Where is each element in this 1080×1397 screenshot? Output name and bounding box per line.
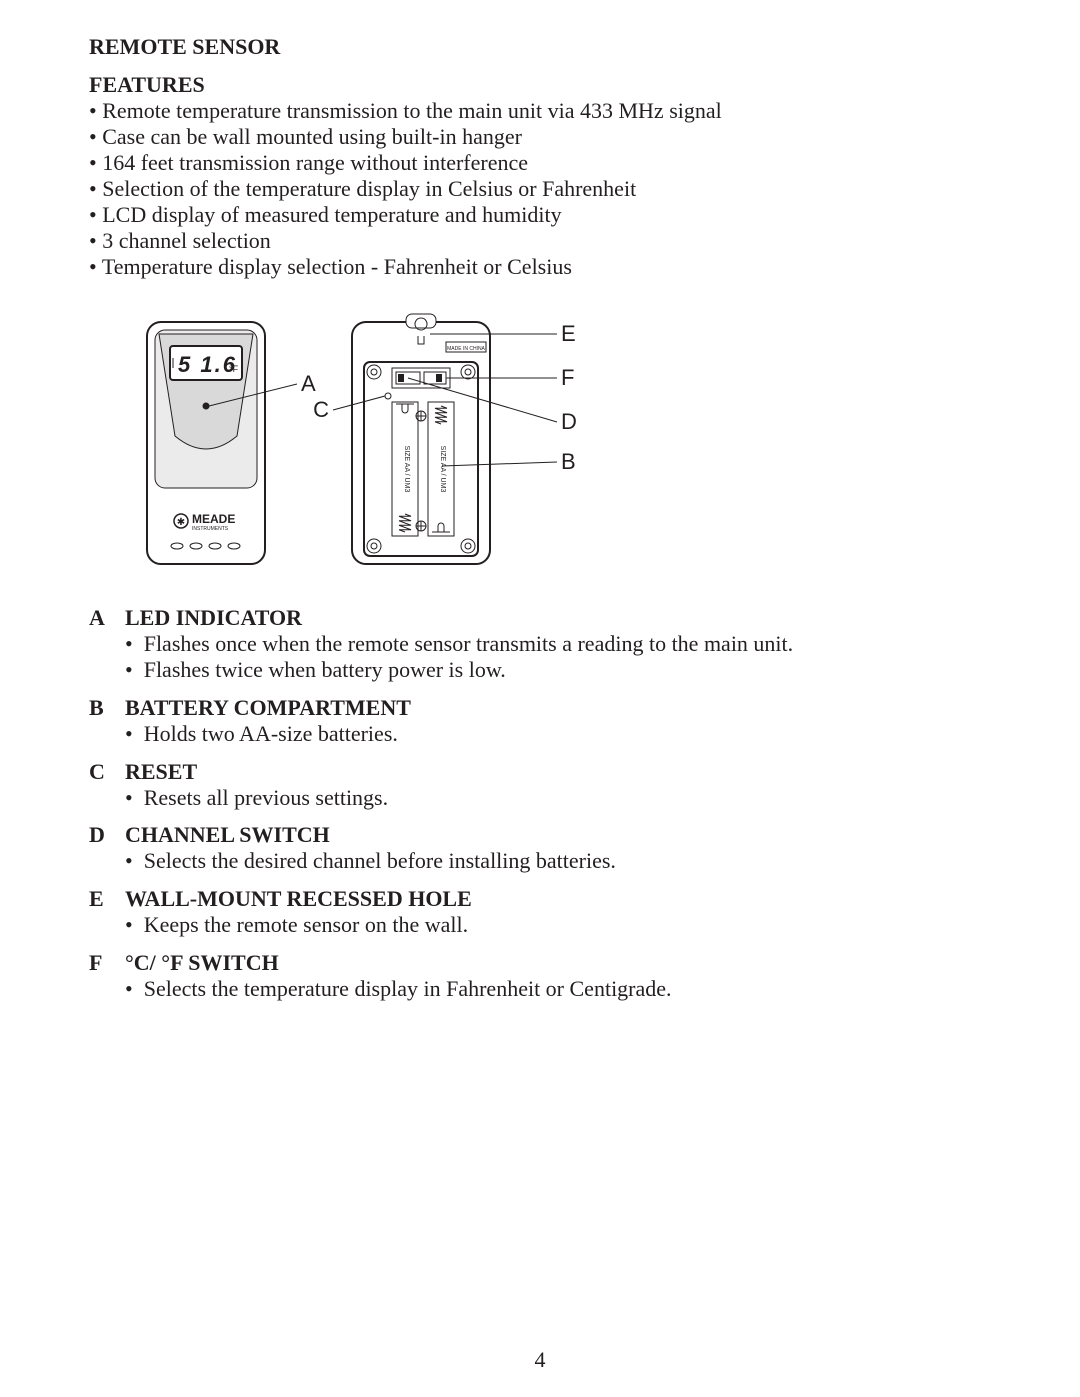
svg-text:E: E [561,321,576,346]
section-heading: D CHANNEL SWITCH [89,822,991,848]
svg-text:F: F [561,365,574,390]
list-item: • 164 feet transmission range without in… [89,150,991,176]
page-content: REMOTE SENSOR FEATURES • Remote temperat… [89,34,991,1002]
svg-text:MEADE: MEADE [192,512,235,526]
svg-text:D: D [561,409,577,434]
section-body: • Keeps the remote sensor on the wall. [125,912,991,938]
list-item: • Selects the temperature display in Fah… [125,976,991,1002]
section-title: RESET [125,759,197,785]
section-title: BATTERY COMPARTMENT [125,695,411,721]
section-letter: C [89,759,125,785]
svg-text:MADE IN CHINA: MADE IN CHINA [447,346,485,352]
section-heading: B BATTERY COMPARTMENT [89,695,991,721]
section-title: CHANNEL SWITCH [125,822,330,848]
section-letter: F [89,950,125,976]
svg-text:INSTRUMENTS: INSTRUMENTS [192,526,229,532]
section-body: • Selects the temperature display in Fah… [125,976,991,1002]
section-body: • Flashes once when the remote sensor tr… [125,631,991,683]
svg-text:°F: °F [229,364,239,374]
section-body: • Resets all previous settings. [125,785,991,811]
section-body: • Holds two AA-size batteries. [125,721,991,747]
svg-text:SIZE AA / UM3: SIZE AA / UM3 [439,445,446,492]
features-heading: FEATURES [89,72,991,98]
svg-text:B: B [561,449,576,474]
list-item: • 3 channel selection [89,228,991,254]
list-item: • Temperature display selection - Fahren… [89,254,991,280]
list-item: • Selection of the temperature display i… [89,176,991,202]
section-letter: A [89,605,125,631]
page-number: 4 [0,1347,1080,1373]
sensor-diagram: 5 1.6°F✱MEADEINSTRUMENTSMADE IN CHINASIZ… [137,306,991,579]
sections: A LED INDICATOR • Flashes once when the … [89,605,991,1003]
section-E: E WALL-MOUNT RECESSED HOLE • Keeps the r… [89,886,991,938]
list-item: • Keeps the remote sensor on the wall. [125,912,991,938]
section-letter: D [89,822,125,848]
svg-text:✱: ✱ [177,517,185,528]
section-D: D CHANNEL SWITCH • Selects the desired c… [89,822,991,874]
list-item: • Flashes twice when battery power is lo… [125,657,991,683]
list-item: • LCD display of measured temperature an… [89,202,991,228]
diagram-svg: 5 1.6°F✱MEADEINSTRUMENTSMADE IN CHINASIZ… [137,306,607,574]
section-body: • Selects the desired channel before ins… [125,848,991,874]
section-B: B BATTERY COMPARTMENT • Holds two AA-siz… [89,695,991,747]
page-title: REMOTE SENSOR [89,34,991,60]
section-title: WALL-MOUNT RECESSED HOLE [125,886,472,912]
section-letter: B [89,695,125,721]
section-letter: E [89,886,125,912]
section-A: A LED INDICATOR • Flashes once when the … [89,605,991,683]
section-F: F °C/ °F SWITCH • Selects the temperatur… [89,950,991,1002]
svg-text:C: C [313,397,329,422]
section-title: LED INDICATOR [125,605,302,631]
features-list: • Remote temperature transmission to the… [89,98,991,280]
svg-text:SIZE AA / UM3: SIZE AA / UM3 [403,445,410,492]
section-heading: A LED INDICATOR [89,605,991,631]
list-item: • Remote temperature transmission to the… [89,98,991,124]
list-item: • Resets all previous settings. [125,785,991,811]
section-heading: F °C/ °F SWITCH [89,950,991,976]
list-item: • Holds two AA-size batteries. [125,721,991,747]
list-item: • Flashes once when the remote sensor tr… [125,631,991,657]
svg-text:A: A [301,371,316,396]
section-title: °C/ °F SWITCH [125,950,279,976]
section-C: C RESET • Resets all previous settings. [89,759,991,811]
list-item: • Case can be wall mounted using built-i… [89,124,991,150]
section-heading: E WALL-MOUNT RECESSED HOLE [89,886,991,912]
list-item: • Selects the desired channel before ins… [125,848,991,874]
section-heading: C RESET [89,759,991,785]
